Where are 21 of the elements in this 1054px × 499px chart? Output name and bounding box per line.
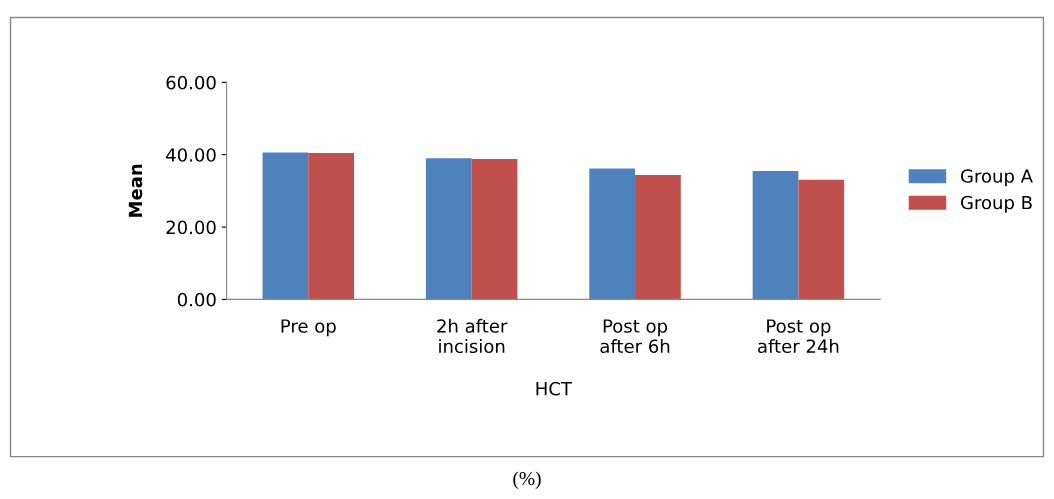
x-tick-label: Post op after 6h [600,319,670,354]
x-tick-label: 2h after incision [437,318,508,354]
bar [589,168,636,300]
y-tick-label: 20.00 [166,220,216,235]
legend-label: Group A [960,169,1033,187]
bar [425,158,472,300]
bar [471,159,518,300]
y-axis-title: Mean [128,164,143,217]
bar [752,170,799,300]
bar [798,179,845,300]
x-tick-label: Pre op [281,319,336,337]
bar [262,152,309,300]
y-tick-label: 0.00 [177,292,216,307]
bar [635,174,681,300]
x-tick-label: Post op after 24h [758,319,839,354]
x-axis-title: HCT [536,381,573,396]
legend-label: Group B [960,195,1032,213]
text: (%) [513,471,541,490]
bar [308,152,355,300]
y-tick-label: 40.00 [166,148,216,162]
y-tick-label: 60.00 [166,75,216,90]
